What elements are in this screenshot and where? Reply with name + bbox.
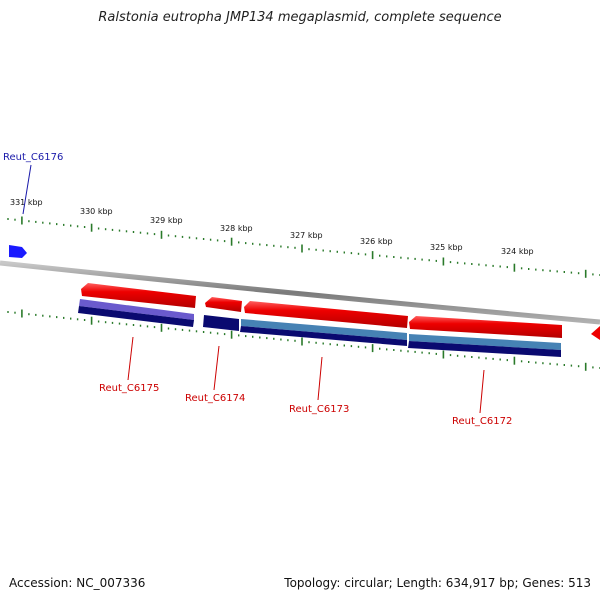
kbp-label-group: 331 kbp 330 kbp 329 kbp 328 kbp 327 kbp … (10, 198, 534, 256)
gene-label-group: Reut_C6176 Reut_C6175 Reut_C6174 Reut_C6… (3, 152, 512, 427)
leader-line-reut-c6174 (213, 345, 220, 391)
kbp-label: 325 kbp (430, 243, 463, 252)
kbp-label: 330 kbp (80, 207, 113, 216)
kbp-label: 329 kbp (150, 216, 183, 225)
cds-bar-reut-c6174[interactable] (203, 315, 239, 331)
feature-next-offscreen[interactable] (591, 326, 600, 340)
kbp-label: 324 kbp (501, 247, 534, 256)
feature-reut-c6173[interactable] (244, 301, 408, 328)
tick-row-inner (7, 309, 600, 371)
feature-reut-c6176[interactable] (9, 245, 27, 258)
kbp-label: 328 kbp (220, 224, 253, 233)
leader-line-reut-c6172 (479, 369, 485, 414)
genome-backbone (0, 260, 600, 325)
cds-bar-reut-c6172-inner[interactable] (408, 341, 561, 357)
feature-reut-c6172[interactable] (409, 316, 562, 338)
gene-label-reut-c6174[interactable]: Reut_C6174 (185, 393, 245, 404)
cds-bar-reut-c6175[interactable] (79, 299, 194, 320)
cds-bars (78, 299, 561, 357)
kbp-label: 326 kbp (360, 237, 393, 246)
cds-bar-reut-c6173[interactable] (241, 319, 407, 340)
map-title: Ralstonia eutropha JMP134 megaplasmid, c… (98, 10, 502, 25)
kbp-label: 327 kbp (290, 231, 323, 240)
cds-bar-reut-c6172[interactable] (409, 334, 561, 350)
tick-row-outer (7, 216, 600, 278)
cds-bar-reut-c6173-inner[interactable] (240, 326, 407, 346)
gene-label-reut-c6176[interactable]: Reut_C6176 (3, 152, 63, 163)
leader-line-reut-c6175 (127, 336, 134, 381)
accession-text: Accession: NC_007336 (9, 576, 146, 590)
cds-bar-reut-c6175-inner[interactable] (78, 306, 194, 327)
gene-label-reut-c6172[interactable]: Reut_C6172 (452, 416, 512, 427)
leader-line-reut-c6173 (317, 356, 323, 401)
kbp-label: 331 kbp (10, 198, 43, 207)
feature-reut-c6175[interactable] (81, 283, 196, 308)
gene-label-reut-c6173[interactable]: Reut_C6173 (289, 404, 349, 415)
gene-label-reut-c6175[interactable]: Reut_C6175 (99, 383, 159, 394)
leader-line-reut-c6176 (22, 164, 32, 215)
summary-text: Topology: circular; Length: 634,917 bp; … (284, 576, 591, 590)
feature-reut-c6174[interactable] (205, 297, 242, 312)
leader-lines (22, 164, 485, 414)
